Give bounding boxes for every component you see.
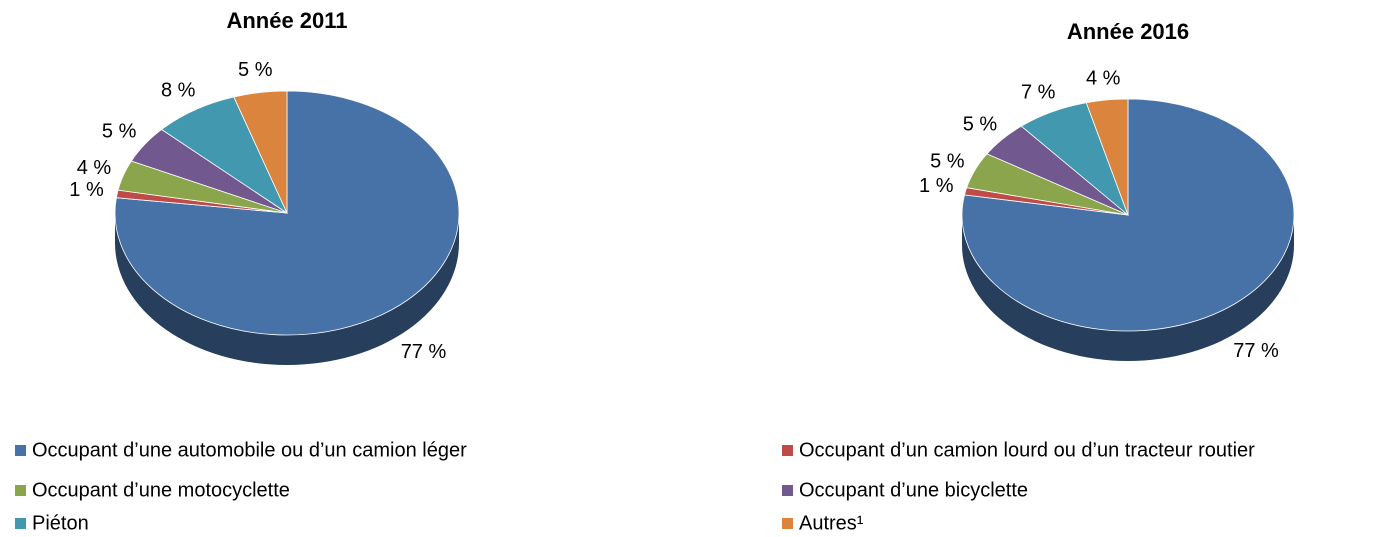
data-label: 1 % xyxy=(919,175,954,197)
data-label: 5 % xyxy=(930,150,965,172)
data-label: 7 % xyxy=(1021,82,1056,104)
chart-title: Année 2011 xyxy=(226,8,347,33)
legend-swatch xyxy=(15,518,26,529)
slice-side xyxy=(962,215,1294,361)
legend-label: Autres¹ xyxy=(799,512,864,534)
slice xyxy=(1085,98,1129,216)
data-label: 8 % xyxy=(161,80,196,102)
legend-label: Occupant d’un camion lourd ou d’un tract… xyxy=(799,439,1255,461)
data-label: 5 % xyxy=(238,59,273,81)
legend-swatch xyxy=(782,485,793,496)
legend-label: Occupant d’une bicyclette xyxy=(799,479,1028,501)
data-label: 4 % xyxy=(77,157,112,179)
legend-label: Piéton xyxy=(32,512,89,534)
legend-label: Occupant d’une automobile ou d’un camion… xyxy=(32,439,467,461)
data-label: 5 % xyxy=(963,114,998,136)
slice xyxy=(961,98,1295,332)
legend-label: Occupant d’une motocyclette xyxy=(32,479,290,501)
legend-swatch xyxy=(782,518,793,529)
data-label: 77 % xyxy=(401,341,447,363)
data-label: 77 % xyxy=(1233,340,1279,362)
legend-swatch xyxy=(782,445,793,456)
slice xyxy=(233,90,288,214)
chart-title: Année 2016 xyxy=(1067,19,1189,44)
data-label: 4 % xyxy=(1086,68,1121,90)
legend-swatch xyxy=(15,485,26,496)
slice-side xyxy=(115,213,459,365)
data-label: 5 % xyxy=(102,120,137,142)
legend-swatch xyxy=(15,445,26,456)
data-label: 1 % xyxy=(69,179,104,201)
